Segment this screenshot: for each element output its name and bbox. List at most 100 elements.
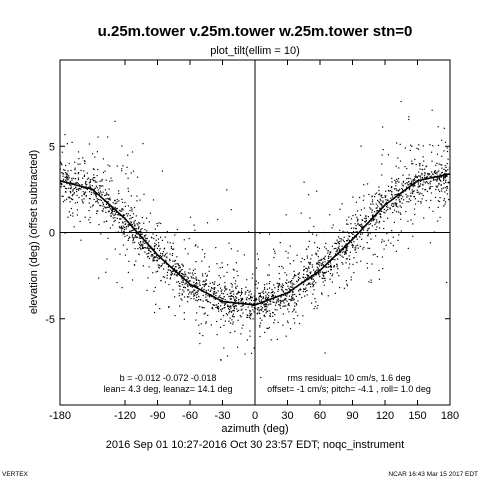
scatter-point [411,145,413,147]
scatter-point [382,200,384,202]
scatter-point [268,264,270,266]
scatter-point [420,202,422,204]
scatter-point [409,183,411,185]
scatter-point [188,280,190,282]
scatter-point [71,177,73,179]
scatter-point [62,180,64,182]
scatter-point [313,275,315,277]
scatter-point [89,184,91,186]
scatter-point [131,224,133,226]
scatter-point [91,185,93,187]
scatter-point [233,308,235,310]
scatter-point [133,264,135,266]
scatter-point [213,291,215,293]
scatter-point [136,200,138,202]
scatter-point [179,288,181,290]
scatter-point [388,190,390,192]
scatter-point [216,306,218,308]
scatter-point [86,188,88,191]
scatter-point [64,176,66,178]
scatter-point [425,181,427,183]
scatter-point [116,208,118,210]
scatter-point [202,294,204,296]
scatter-point [294,305,296,307]
scatter-point [352,246,354,248]
scatter-point [438,170,440,172]
scatter-point [402,189,404,191]
scatter-point [338,241,341,243]
scatter-point [317,263,319,265]
scatter-point [139,222,141,224]
scatter-point [316,190,318,192]
scatter-point [295,303,297,305]
scatter-point [220,318,222,320]
scatter-point [323,277,325,280]
scatter-point [105,203,108,205]
scatter-point [108,198,110,200]
scatter-point [308,278,310,280]
scatter-point [70,181,72,183]
scatter-point [437,144,440,146]
scatter-point [230,322,232,324]
scatter-point [224,285,226,287]
scatter-point [313,308,315,310]
scatter-point [241,291,243,293]
scatter-point [267,297,269,299]
scatter-point [259,335,261,338]
scatter-point [183,276,185,278]
scatter-point [176,256,178,258]
scatter-point [258,307,260,309]
scatter-point [425,188,427,191]
scatter-point [369,207,371,209]
scatter-point [122,221,124,223]
scatter-point [438,183,440,185]
scatter-point [173,270,175,272]
scatter-point [230,305,232,307]
scatter-point [166,231,168,233]
scatter-point [217,290,219,292]
scatter-point [345,258,347,260]
scatter-point [324,352,326,354]
scatter-point [110,213,112,215]
scatter-point [324,255,326,257]
scatter-point [198,299,200,301]
scatter-point [116,201,118,203]
scatter-point [444,173,446,175]
scatter-point [89,198,91,200]
scatter-point [262,290,264,292]
scatter-point [220,309,222,311]
scatter-point [66,143,68,145]
scatter-point [323,272,325,274]
scatter-point [109,199,111,201]
scatter-point [381,205,383,207]
scatter-point [256,298,258,300]
scatter-point [226,288,228,290]
scatter-point [322,277,324,279]
scatter-point [357,218,359,220]
scatter-point [279,307,282,309]
scatter-point [96,212,98,215]
scatter-point [410,195,412,197]
scatter-point [94,180,96,182]
scatter-point [387,239,390,241]
scatter-point [329,253,331,255]
scatter-point [134,248,136,250]
scatter-point [308,230,310,232]
scatter-point [136,232,138,234]
scatter-point [223,275,225,277]
scatter-point [359,224,361,226]
scatter-point [163,262,165,264]
scatter-point [416,147,418,149]
scatter-point [250,299,252,301]
scatter-point [445,170,447,172]
scatter-point [138,222,140,224]
scatter-point [378,194,380,196]
scatter-point [214,287,216,289]
scatter-point [184,248,186,250]
scatter-point [414,185,416,187]
scatter-point [179,285,181,287]
y-axis-label: elevation (deg) (offset subtracted) [28,150,40,314]
scatter-point [250,296,252,298]
scatter-point [104,170,106,172]
scatter-point [376,207,378,209]
